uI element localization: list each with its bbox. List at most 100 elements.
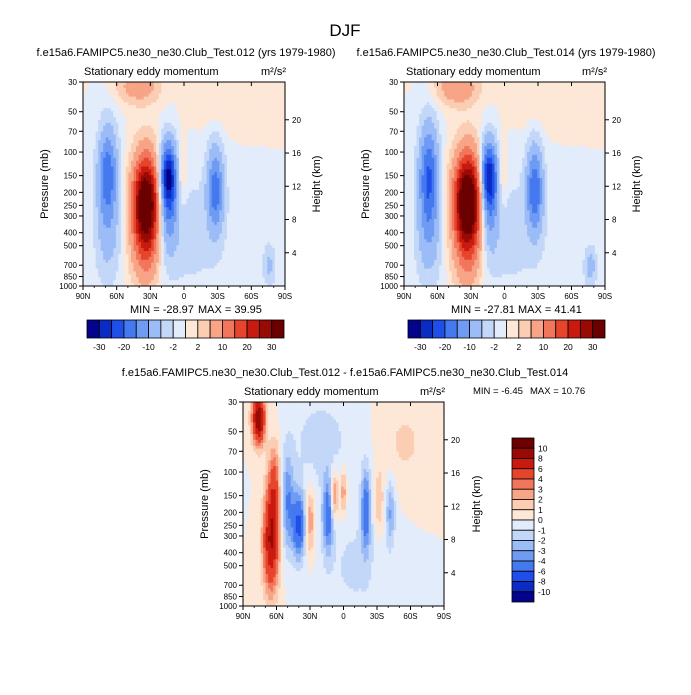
field-cell — [110, 93, 114, 98]
field-cell — [221, 99, 226, 103]
field-cell — [216, 137, 220, 141]
field-cell — [128, 99, 132, 103]
field-cell — [226, 119, 231, 124]
field-cell — [136, 116, 140, 121]
field-cell — [100, 131, 104, 136]
field-cell — [158, 134, 162, 138]
field-cell — [221, 114, 226, 118]
field-cell — [166, 137, 170, 141]
field-cell — [204, 125, 208, 130]
field-cell — [247, 128, 251, 133]
field-cell — [224, 99, 228, 103]
panel-title: f.e15a6.FAMIPC5.ne30_ne30.Club_Test.012 … — [36, 47, 335, 59]
field-cell — [262, 90, 266, 95]
field-cell — [191, 119, 195, 124]
field-cell — [272, 105, 276, 109]
field-cell — [168, 105, 172, 109]
field-cell — [88, 105, 92, 109]
field-cell — [105, 131, 109, 136]
field-cell — [211, 140, 215, 144]
field-cell — [186, 111, 190, 115]
field-cell — [199, 134, 203, 138]
field-cell — [249, 105, 253, 109]
field-cell — [196, 122, 200, 127]
field-cell — [204, 90, 208, 95]
field-cell — [282, 137, 286, 141]
field-cell — [100, 105, 104, 109]
field-cell — [221, 125, 226, 130]
field-cell — [224, 82, 228, 86]
field-cell — [171, 140, 175, 144]
field-cell — [178, 108, 183, 112]
field-cell — [141, 125, 145, 130]
field-cell — [100, 140, 104, 144]
field-cell — [274, 90, 279, 95]
field-cell — [194, 128, 198, 133]
contour-field — [83, 82, 286, 287]
field-cell — [247, 116, 251, 121]
field-cell — [133, 99, 137, 103]
field-cell — [156, 93, 160, 98]
field-cell — [176, 99, 180, 103]
field-cell — [98, 143, 102, 147]
field-cell — [130, 131, 135, 136]
field-cell — [269, 108, 273, 112]
field-cell — [269, 125, 273, 130]
field-cell — [191, 125, 195, 130]
field-cell — [226, 140, 231, 144]
field-cell — [88, 99, 92, 103]
field-cell — [211, 122, 215, 127]
field-cell — [234, 111, 238, 115]
field-cell — [221, 105, 226, 109]
field-cell — [269, 128, 273, 133]
field-cell — [163, 99, 167, 103]
field-cell — [196, 102, 200, 106]
field-cell — [252, 105, 256, 109]
field-cell — [262, 114, 266, 118]
field-cell — [279, 108, 284, 112]
field-cell — [146, 119, 150, 124]
field-cell — [113, 105, 117, 109]
field-cell — [138, 137, 142, 141]
field-cell — [191, 114, 195, 118]
field-cell — [123, 90, 127, 95]
field-cell — [226, 90, 231, 95]
field-cell — [163, 140, 167, 144]
field-cell — [229, 96, 233, 101]
field-cell — [244, 108, 248, 112]
field-cell — [93, 137, 97, 141]
field-cell — [85, 114, 89, 118]
field-cell — [229, 90, 233, 95]
field-cell — [244, 122, 248, 127]
field-cell — [156, 82, 160, 86]
field-cell — [130, 140, 135, 144]
field-cell — [125, 114, 130, 118]
field-cell — [252, 137, 256, 141]
field-cell — [138, 102, 142, 106]
field-cell — [234, 114, 238, 118]
field-cell — [257, 87, 261, 92]
field-cell — [269, 99, 273, 103]
field-cell — [153, 114, 157, 118]
field-cell — [211, 128, 215, 133]
field-cell — [171, 134, 175, 138]
field-cell — [103, 84, 107, 89]
field-cell — [163, 125, 167, 130]
field-cell — [113, 90, 117, 95]
field-cell — [184, 134, 188, 138]
field-cell — [272, 125, 276, 130]
field-cell — [98, 134, 102, 138]
field-cell — [171, 96, 175, 101]
field-cell — [231, 134, 236, 138]
field-cell — [115, 84, 119, 89]
field-cell — [206, 93, 210, 98]
field-cell — [148, 93, 152, 98]
field-cell — [88, 108, 92, 112]
field-cell — [181, 105, 185, 109]
field-cell — [184, 114, 188, 118]
field-cell — [130, 87, 135, 92]
field-cell — [252, 128, 256, 133]
field-cell — [199, 131, 203, 136]
field-cell — [128, 140, 132, 144]
field-cell — [247, 84, 251, 89]
